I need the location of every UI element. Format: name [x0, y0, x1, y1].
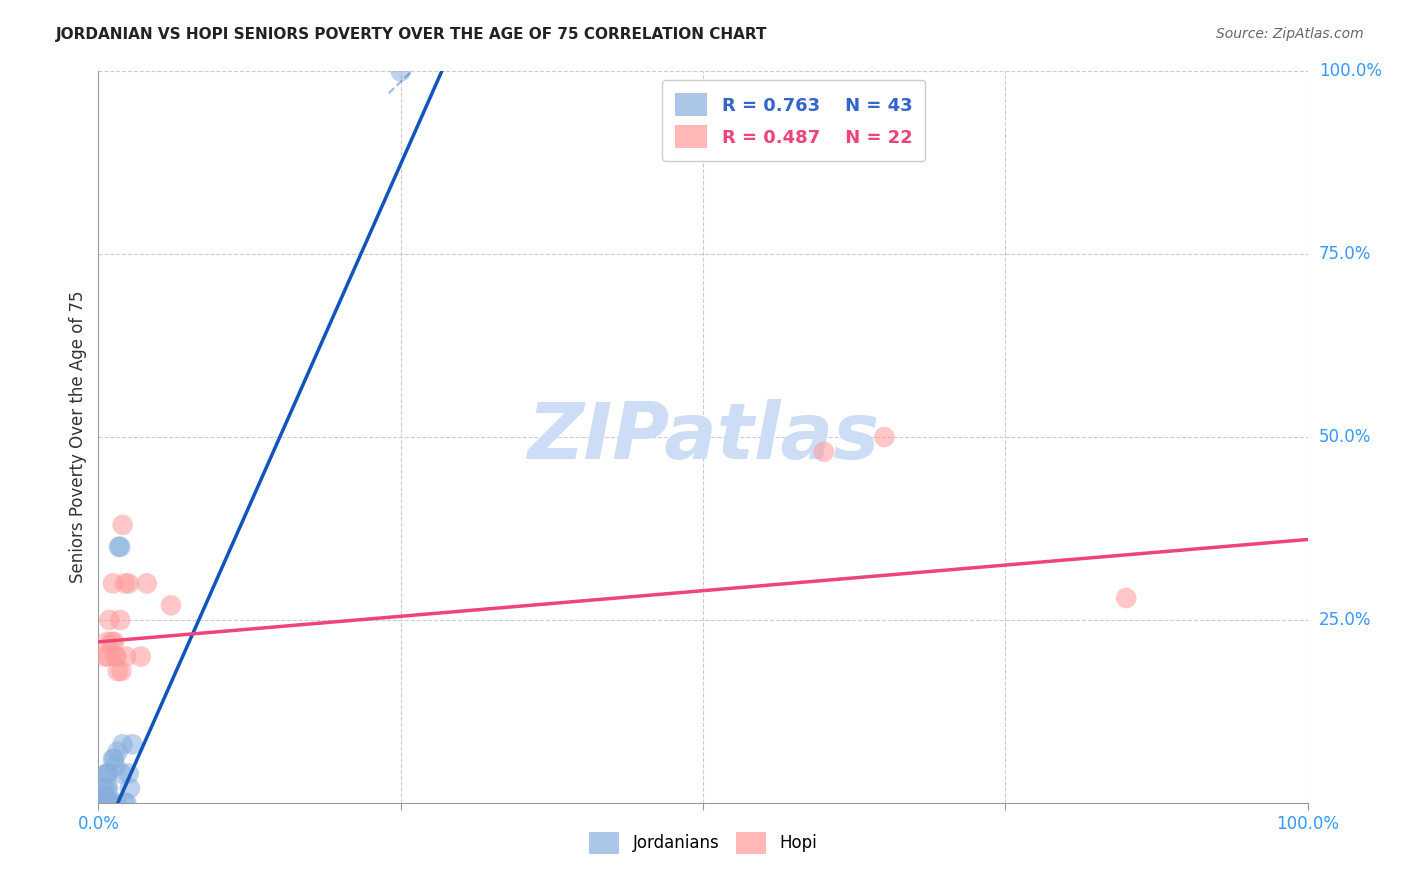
Point	[107, 745, 129, 759]
Point	[93, 796, 115, 810]
Point	[114, 796, 136, 810]
Text: ZIPatlas: ZIPatlas	[527, 399, 879, 475]
Point	[97, 766, 120, 780]
Point	[100, 796, 122, 810]
Point	[94, 796, 117, 810]
Point	[118, 781, 141, 796]
Point	[105, 796, 128, 810]
Point	[96, 781, 118, 796]
Point	[94, 796, 117, 810]
Point	[93, 796, 115, 810]
Point	[114, 576, 136, 591]
Y-axis label: Seniors Poverty Over the Age of 75: Seniors Poverty Over the Age of 75	[69, 291, 87, 583]
Point	[115, 796, 138, 810]
Point	[389, 64, 412, 78]
Point	[108, 540, 131, 554]
Point	[104, 649, 127, 664]
Text: 75.0%: 75.0%	[1319, 245, 1371, 263]
Point	[813, 444, 835, 458]
Point	[94, 796, 117, 810]
Point	[96, 635, 118, 649]
Point	[97, 796, 120, 810]
Point	[93, 796, 115, 810]
Point	[100, 796, 122, 810]
Point	[97, 781, 120, 796]
Point	[110, 766, 132, 780]
Point	[94, 796, 117, 810]
Point	[115, 649, 138, 664]
Point	[100, 635, 122, 649]
Point	[121, 737, 143, 751]
Text: 100.0%: 100.0%	[1319, 62, 1382, 80]
Point	[93, 649, 115, 664]
Point	[118, 576, 141, 591]
Point	[104, 759, 127, 773]
Point	[96, 796, 118, 810]
Point	[93, 796, 115, 810]
Legend: Jordanians, Hopi: Jordanians, Hopi	[582, 826, 824, 860]
Point	[96, 766, 118, 780]
Point	[94, 796, 117, 810]
Point	[103, 752, 125, 766]
Point	[96, 796, 118, 810]
Point	[93, 796, 115, 810]
Point	[93, 796, 115, 810]
Point	[100, 796, 122, 810]
Text: Source: ZipAtlas.com: Source: ZipAtlas.com	[1216, 27, 1364, 41]
Text: JORDANIAN VS HOPI SENIORS POVERTY OVER THE AGE OF 75 CORRELATION CHART: JORDANIAN VS HOPI SENIORS POVERTY OVER T…	[56, 27, 768, 42]
Point	[135, 576, 157, 591]
Point	[873, 430, 896, 444]
Point	[118, 766, 141, 780]
Point	[103, 635, 125, 649]
Point	[93, 789, 115, 803]
Point	[108, 613, 131, 627]
Point	[97, 649, 120, 664]
Point	[129, 649, 152, 664]
Point	[94, 796, 117, 810]
Point	[1115, 591, 1137, 605]
Point	[101, 752, 124, 766]
Point	[96, 766, 118, 780]
Point	[98, 613, 121, 627]
Point	[107, 664, 129, 678]
Text: 25.0%: 25.0%	[1319, 611, 1371, 629]
Point	[105, 649, 128, 664]
Point	[96, 796, 118, 810]
Point	[111, 737, 134, 751]
Point	[160, 599, 183, 613]
Point	[110, 664, 132, 678]
Point	[93, 781, 115, 796]
Text: 50.0%: 50.0%	[1319, 428, 1371, 446]
Point	[101, 576, 124, 591]
Point	[93, 789, 115, 803]
Point	[111, 517, 134, 532]
Point	[98, 796, 121, 810]
Point	[108, 540, 131, 554]
